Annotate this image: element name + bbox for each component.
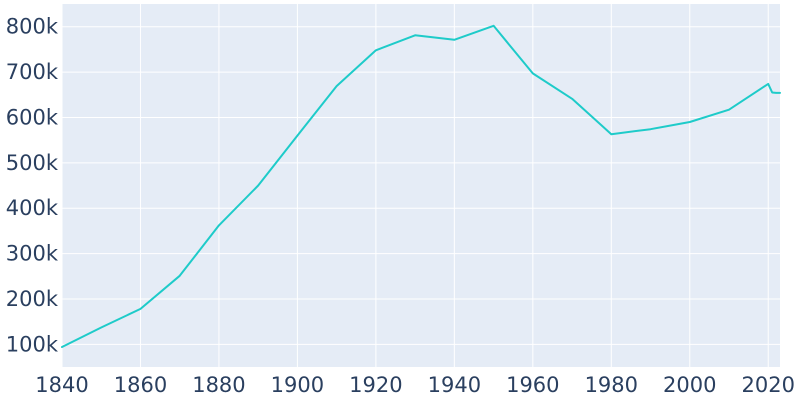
x-tick-label-1: 1860 xyxy=(114,373,167,397)
data-point-0-18 xyxy=(767,83,769,85)
x-gridlines xyxy=(61,4,769,367)
x-tick-label-4: 1920 xyxy=(349,373,402,397)
y-tick-label-4: 500k xyxy=(6,151,59,175)
y-tick-label-6: 700k xyxy=(6,60,59,84)
data-point-0-15 xyxy=(650,128,652,130)
data-point-0-7 xyxy=(336,85,338,87)
x-tick-label-5: 1940 xyxy=(428,373,481,397)
data-point-0-14 xyxy=(610,133,612,135)
x-tick-label-2: 1880 xyxy=(192,373,245,397)
data-point-0-10 xyxy=(453,39,455,41)
x-tick-label-6: 1960 xyxy=(506,373,559,397)
y-gridlines xyxy=(62,26,780,345)
x-tick-label-8: 2000 xyxy=(663,373,716,397)
data-point-0-17 xyxy=(728,109,730,111)
x-tick-label-0: 1840 xyxy=(35,373,88,397)
data-point-0-13 xyxy=(571,98,573,100)
series-layer xyxy=(61,24,781,348)
x-tick-label-7: 1980 xyxy=(585,373,638,397)
data-point-0-6 xyxy=(296,135,298,137)
y-tick-label-3: 400k xyxy=(6,196,59,220)
data-point-0-9 xyxy=(414,34,416,36)
data-point-0-0 xyxy=(61,346,63,348)
y-tick-label-7: 800k xyxy=(6,15,59,39)
y-tick-label-2: 300k xyxy=(6,242,59,266)
x-tick-label-9: 2020 xyxy=(742,373,795,397)
data-point-0-20 xyxy=(775,92,777,94)
data-point-0-16 xyxy=(689,121,691,123)
data-point-0-21 xyxy=(779,92,781,94)
data-point-0-2 xyxy=(140,308,142,310)
series-line-0 xyxy=(61,24,781,348)
plot-area xyxy=(62,4,780,367)
data-point-0-19 xyxy=(771,92,773,94)
y-tick-label-0: 100k xyxy=(6,332,59,356)
data-point-0-12 xyxy=(532,72,534,74)
x-axis-tick-labels: 1840 1860 1880 1900 1920 1940 1960 1980 2000 2020 xyxy=(35,373,795,397)
data-point-0-5 xyxy=(257,185,259,187)
data-point-0-3 xyxy=(179,275,181,277)
y-tick-label-1: 200k xyxy=(6,287,59,311)
data-point-0-11 xyxy=(493,25,495,27)
data-point-0-4 xyxy=(218,224,220,226)
x-tick-label-3: 1900 xyxy=(271,373,324,397)
data-point-0-1 xyxy=(100,327,102,329)
data-point-0-8 xyxy=(375,49,377,51)
y-tick-label-5: 600k xyxy=(6,105,59,129)
y-axis-tick-labels: 100k 200k 300k 400k 500k 600k 700k 800k xyxy=(6,15,59,357)
